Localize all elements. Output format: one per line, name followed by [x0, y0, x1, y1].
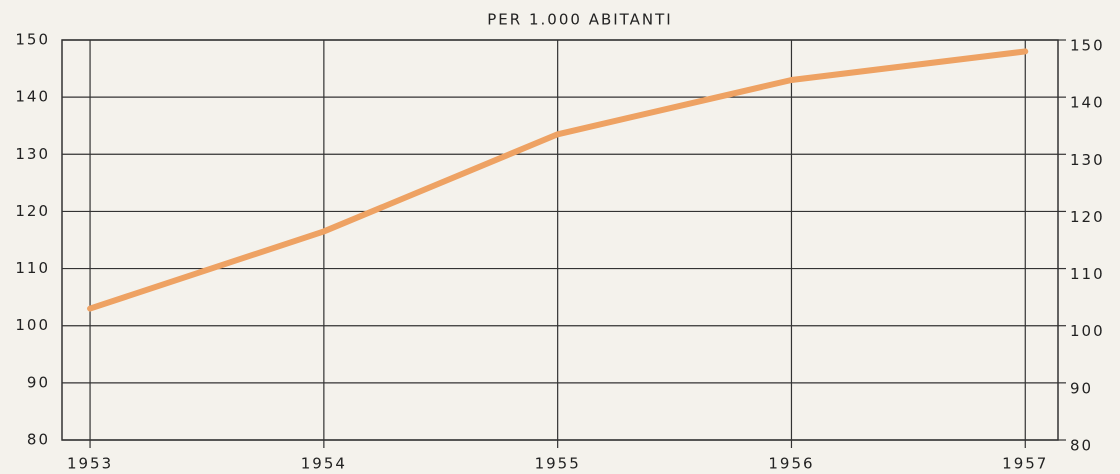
x-tick-label: 1954 [301, 455, 347, 473]
y-tick-label: 110 [15, 259, 50, 277]
y-tick-label: 140 [15, 88, 50, 106]
data-line [87, 48, 1029, 312]
x-tick-label: 1955 [535, 455, 581, 473]
y-tick-label: 130 [15, 145, 50, 163]
y2-tick-label: 110 [1070, 265, 1105, 283]
y2-tick-label: 150 [1070, 37, 1105, 55]
y-tick-label: 90 [27, 373, 50, 391]
y2-tick-label: 130 [1070, 151, 1105, 169]
y2-tick-label: 100 [1070, 322, 1105, 340]
y-tick-label: 100 [15, 316, 50, 334]
y2-tick-label: 80 [1070, 437, 1093, 455]
y-tick-label: 150 [15, 31, 50, 49]
x-tick-label: 1956 [768, 455, 814, 473]
y2-tick-label: 90 [1070, 379, 1093, 397]
x-tick-label: 1953 [67, 455, 113, 473]
y-tick-label: 120 [15, 202, 50, 220]
y-tick-label: 80 [27, 431, 50, 449]
y2-tick-label: 140 [1070, 94, 1105, 112]
chart-title: PER 1.000 ABITANTI [487, 11, 672, 29]
x-tick-label: 1957 [1002, 455, 1048, 473]
y2-tick-label: 120 [1070, 208, 1105, 226]
